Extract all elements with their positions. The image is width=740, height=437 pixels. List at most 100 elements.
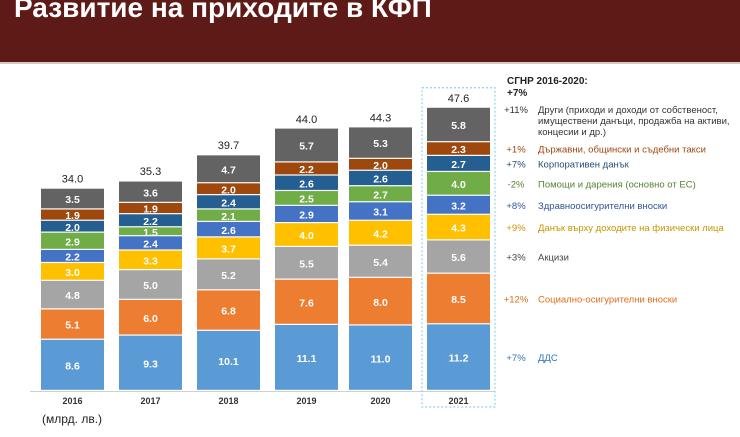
bar-2016-s1 [41, 309, 104, 339]
data-label-2019-s0: 11.1 [297, 353, 317, 365]
total-label-2021: 47.6 [448, 93, 469, 105]
legend-growth-s8: +11% [504, 105, 528, 116]
tick-label-2018: 2018 [218, 396, 238, 406]
tick-label-2017: 2017 [140, 396, 160, 406]
data-label-2017-s1: 6.0 [143, 313, 158, 325]
data-label-2021-s1: 8.5 [451, 294, 466, 306]
bar-2017-s2 [119, 270, 182, 299]
legend-growth-s5: -2% [508, 179, 525, 190]
bar-2020-s3 [349, 220, 412, 245]
data-label-2019-s1: 7.6 [299, 297, 314, 309]
bar-2016-s7 [41, 209, 104, 220]
data-label-2021-s4: 3.2 [451, 200, 466, 212]
bar-2020-s6 [349, 170, 412, 186]
data-label-2021-s5: 4.0 [451, 179, 466, 191]
data-label-2020-s2: 5.4 [373, 257, 388, 269]
bar-2016-s6 [41, 220, 104, 232]
bar-2020-s1 [349, 277, 412, 325]
data-label-2016-s0: 8.6 [65, 360, 80, 372]
bar-2019-s3 [275, 223, 338, 246]
bar-2017-s1 [119, 299, 182, 335]
data-label-2019-s6: 2.6 [299, 178, 314, 190]
data-label-2020-s6: 2.6 [373, 174, 388, 186]
data-label-2018-s3: 3.7 [221, 243, 236, 255]
bar-2021-s1 [427, 273, 490, 324]
bar-2019-s6 [275, 175, 338, 190]
data-label-2019-s5: 2.5 [299, 194, 314, 206]
bar-2016-s4 [41, 249, 104, 262]
bar-2019-s5 [275, 191, 338, 205]
bar-2017-s8 [119, 181, 182, 202]
bar-2019-s7 [275, 162, 338, 175]
data-label-2019-s3: 4.0 [299, 230, 314, 242]
bar-2019-s1 [275, 279, 338, 324]
data-label-2017-s5: 1.5 [143, 227, 158, 239]
bar-2021-s6 [427, 155, 490, 171]
data-label-2018-s7: 2.0 [221, 184, 236, 196]
tick-label-2019: 2019 [296, 396, 316, 406]
data-label-2020-s8: 5.3 [373, 138, 388, 150]
growth-header-line-1: СГНР 2016-2020: [507, 76, 588, 87]
data-label-2018-s0: 10.1 [218, 356, 239, 368]
header-divider [0, 62, 740, 64]
legend-growth-s1: +12% [504, 295, 529, 306]
bar-2019-s0 [275, 324, 338, 390]
data-label-2021-s6: 2.7 [451, 159, 466, 171]
data-label-2016-s3: 3.0 [65, 267, 80, 279]
data-label-2017-s4: 2.4 [143, 238, 158, 250]
data-label-2020-s3: 4.2 [373, 228, 388, 240]
legend-growth-s7: +1% [506, 145, 526, 156]
bar-2021-s5 [427, 172, 490, 195]
data-label-2016-s8: 3.5 [65, 194, 80, 206]
bar-2020-s8 [349, 127, 412, 158]
bar-2021-s0 [427, 324, 490, 390]
legend-label-s8: Други (приходи и доходи от собственост, и… [538, 105, 730, 138]
data-label-2019-s4: 2.9 [299, 210, 314, 222]
legend-label-s1: Социално-осигурителни вноски [538, 295, 677, 306]
data-label-2017-s0: 9.3 [143, 358, 158, 370]
data-label-2019-s2: 5.5 [299, 258, 314, 270]
legend-label-s6: Корпоративен данък [538, 160, 630, 171]
data-label-2019-s7: 2.2 [299, 164, 314, 176]
bar-2017-s0 [119, 335, 182, 390]
bar-2021-s2 [427, 240, 490, 273]
data-label-2018-s4: 2.6 [221, 225, 236, 237]
total-label-2017: 35.3 [140, 166, 161, 178]
bar-2019-s2 [275, 247, 338, 279]
bar-2018-s4 [197, 222, 260, 237]
legend-label-s5: Помощи и дарения (основно от ЕС) [538, 179, 696, 190]
tick-label-2020: 2020 [370, 396, 390, 406]
bar-2020-s2 [349, 245, 412, 277]
bar-2016-s0 [41, 339, 104, 390]
data-label-2016-s6: 2.0 [65, 222, 80, 234]
page-title: Развитие на приходите в КФП [14, 0, 432, 23]
total-label-2020: 44.3 [370, 112, 391, 124]
bar-2018-s8 [197, 155, 260, 183]
highlight-box-2021 [421, 87, 496, 408]
data-label-2017-s7: 1.9 [143, 204, 158, 216]
bar-2016-s2 [41, 280, 104, 309]
data-label-2018-s5: 2.1 [221, 211, 236, 223]
data-label-2018-s8: 4.7 [221, 164, 236, 176]
bar-2017-s4 [119, 236, 182, 250]
bar-2017-s5 [119, 227, 182, 236]
legend-growth-s4: +8% [506, 201, 526, 212]
bar-2021-s8 [427, 107, 490, 142]
unit-label: (млрд. лв.) [42, 412, 103, 426]
bar-2016-s5 [41, 232, 104, 249]
data-label-2020-s1: 8.0 [373, 297, 388, 309]
legend-growth-s6: +7% [506, 160, 526, 171]
bar-2018-s2 [197, 259, 260, 290]
bar-2018-s0 [197, 330, 260, 390]
data-label-2017-s6: 2.2 [143, 216, 158, 228]
bar-2018-s3 [197, 237, 260, 259]
bar-2018-s1 [197, 290, 260, 330]
data-label-2021-s2: 5.6 [451, 252, 466, 264]
bar-2017-s3 [119, 250, 182, 270]
bar-2020-s4 [349, 202, 412, 220]
legend-growth-s2: +3% [506, 253, 526, 264]
total-label-2016: 34.0 [62, 174, 83, 186]
bar-2018-s5 [197, 209, 260, 221]
data-label-2019-s8: 5.7 [299, 141, 314, 153]
bar-2016-s8 [41, 188, 104, 209]
